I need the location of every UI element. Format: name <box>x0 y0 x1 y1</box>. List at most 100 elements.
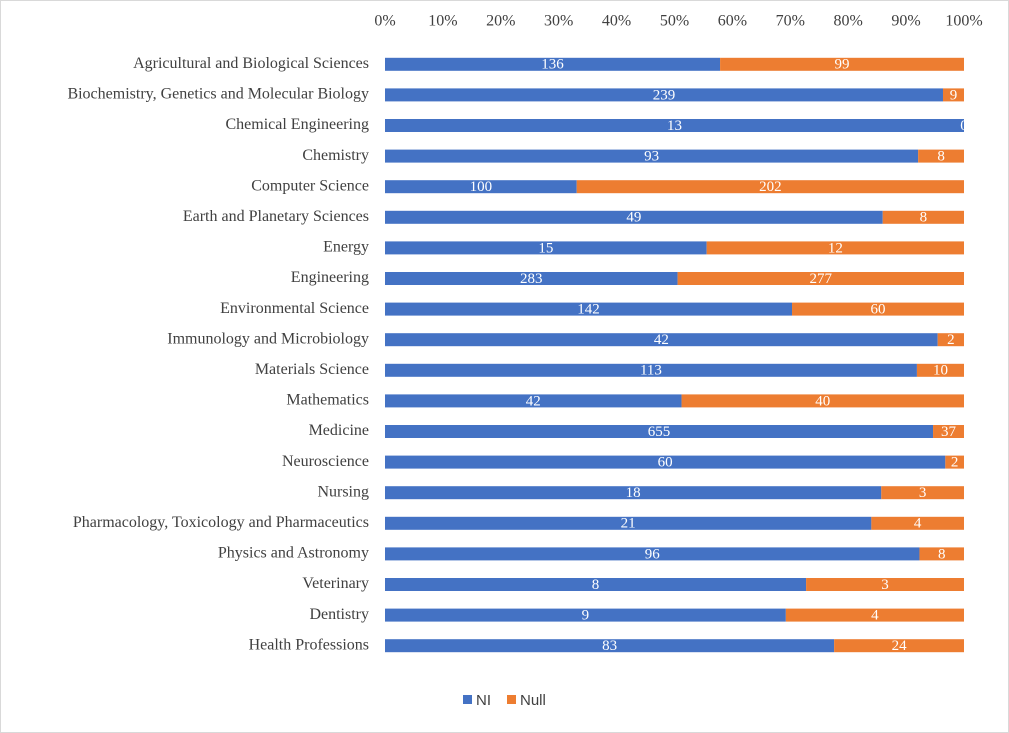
data-label: 60 <box>871 302 886 318</box>
bar-segment <box>385 547 920 561</box>
bar-segment <box>706 241 964 255</box>
bar-segment <box>576 180 964 194</box>
data-label: 113 <box>640 363 662 379</box>
y-tick-label: Pharmacology, Toxicology and Pharmaceuti… <box>73 514 369 531</box>
x-tick-label: 60% <box>718 13 747 30</box>
x-tick-label: 10% <box>428 13 457 30</box>
data-label: 202 <box>759 179 782 195</box>
bar-segment <box>792 302 964 316</box>
y-tick-label: Neuroscience <box>282 453 369 470</box>
bar-segment <box>919 547 964 561</box>
y-tick-label: Veterinary <box>302 575 369 592</box>
data-label: 2 <box>947 332 955 348</box>
data-label: 21 <box>621 516 636 532</box>
y-tick-label: Biochemistry, Genetics and Molecular Bio… <box>67 86 369 103</box>
data-label: 655 <box>648 424 671 440</box>
bar-segment <box>918 149 964 163</box>
data-label: 18 <box>626 485 641 501</box>
bar-segment <box>945 455 964 469</box>
y-tick-label: Physics and Astronomy <box>218 545 369 562</box>
data-label: 99 <box>835 57 850 73</box>
bar-segment <box>385 333 938 347</box>
data-label: 277 <box>810 271 833 287</box>
y-tick-label: Chemical Engineering <box>225 116 369 133</box>
data-label: 49 <box>626 210 641 226</box>
bar-segment <box>881 486 964 500</box>
bar-segment <box>677 272 964 285</box>
data-label: 9 <box>950 87 958 103</box>
data-label: 12 <box>828 240 843 256</box>
bar-segment <box>385 486 882 500</box>
bar-segment <box>385 363 917 377</box>
bar-segment <box>385 455 946 469</box>
data-label: 8 <box>920 210 928 226</box>
y-tick-label: Mathematics <box>286 392 369 409</box>
bar-segment <box>385 210 883 224</box>
bar-segment <box>385 149 919 163</box>
x-tick-label: 0% <box>374 13 395 30</box>
bar-segment <box>806 578 964 591</box>
y-tick-label: Chemistry <box>302 147 369 164</box>
bar-segment <box>834 639 964 653</box>
bar-segment <box>385 88 943 102</box>
bar-segment <box>681 394 964 408</box>
y-tick-label: Medicine <box>309 422 369 439</box>
legend-label: NI <box>476 692 491 709</box>
y-tick-label: Agricultural and Biological Sciences <box>133 55 369 72</box>
data-label: 83 <box>602 638 617 654</box>
x-tick-label: 30% <box>544 13 573 30</box>
y-tick-label: Environmental Science <box>220 300 369 317</box>
bar-segment <box>385 272 678 285</box>
bar-segment <box>385 608 786 622</box>
bar-segment <box>385 516 872 530</box>
x-tick-label: 70% <box>776 13 805 30</box>
bar-segment <box>882 210 964 224</box>
data-label: 60 <box>658 455 673 471</box>
data-label: 2 <box>951 455 959 471</box>
bar-segment <box>385 394 682 408</box>
y-tick-label: Engineering <box>291 269 369 286</box>
bar-segment <box>385 57 721 71</box>
data-label: 8 <box>937 149 945 165</box>
data-label: 8 <box>592 577 600 593</box>
data-label: 3 <box>919 485 927 501</box>
y-tick-label: Dentistry <box>309 606 369 623</box>
data-label: 37 <box>941 424 957 440</box>
legend-swatch <box>463 695 472 704</box>
data-label: 239 <box>653 87 676 103</box>
bar-segment <box>385 425 934 438</box>
bar-segment <box>871 516 964 530</box>
data-label: 0 <box>960 118 968 134</box>
y-tick-label: Nursing <box>317 483 369 500</box>
data-label: 42 <box>526 393 541 409</box>
bar-segment <box>385 180 577 194</box>
bar-segment <box>937 333 964 347</box>
x-tick-label: 50% <box>660 13 689 30</box>
bar-segment <box>720 57 964 71</box>
y-tick-label: Materials Science <box>255 361 369 378</box>
bar-segment <box>942 88 964 102</box>
data-label: 100 <box>470 179 493 195</box>
y-tick-label: Immunology and Microbiology <box>167 330 369 347</box>
data-label: 136 <box>541 57 564 73</box>
data-label: 4 <box>914 516 922 532</box>
x-tick-label: 40% <box>602 13 631 30</box>
x-tick-label: 20% <box>486 13 515 30</box>
data-label: 15 <box>538 240 553 256</box>
x-tick-label: 100% <box>945 13 982 30</box>
data-label: 3 <box>881 577 889 593</box>
bar-segment <box>385 302 793 316</box>
bar-segment <box>385 578 807 591</box>
data-label: 10 <box>933 363 948 379</box>
x-tick-label: 80% <box>834 13 863 30</box>
data-label: 9 <box>582 608 590 624</box>
bar-segment <box>785 608 964 622</box>
bar-segment <box>916 363 964 377</box>
y-tick-label: Earth and Planetary Sciences <box>183 208 369 225</box>
data-label: 40 <box>815 393 830 409</box>
data-label: 283 <box>520 271 543 287</box>
bar-segment <box>385 241 707 255</box>
data-label: 24 <box>892 638 908 654</box>
y-tick-label: Health Professions <box>249 636 369 653</box>
